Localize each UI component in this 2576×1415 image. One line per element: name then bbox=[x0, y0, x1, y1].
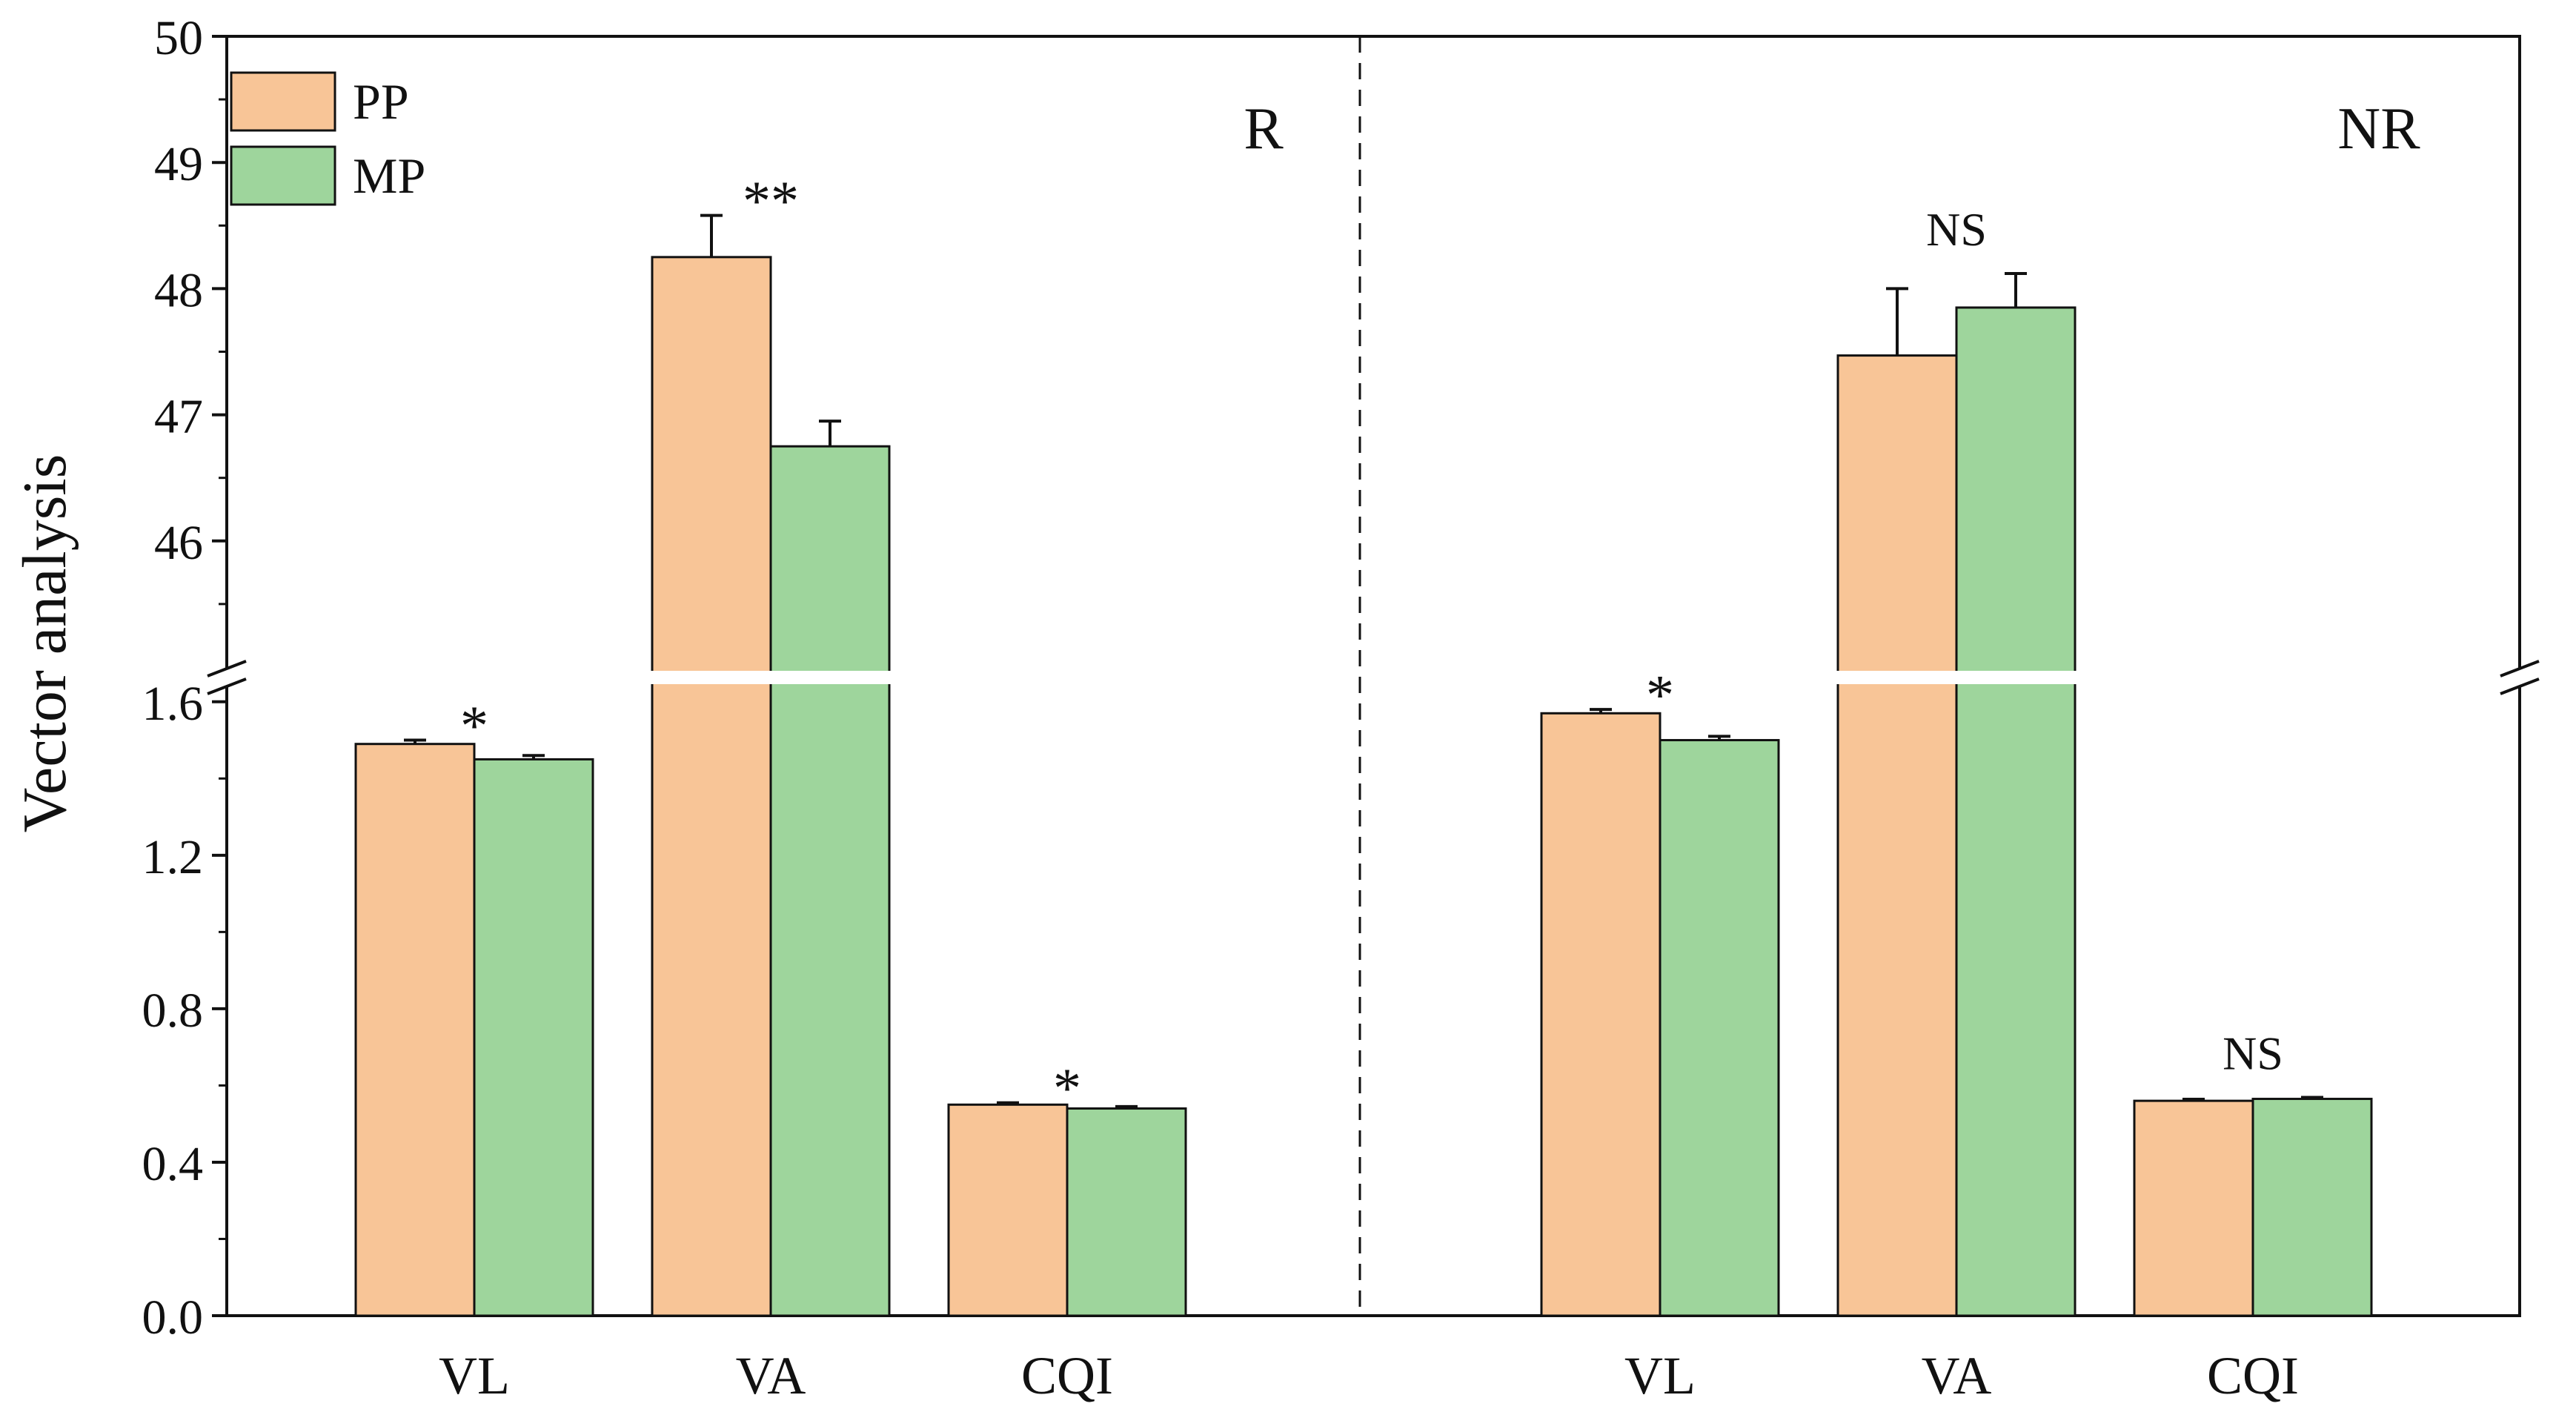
mp-bar bbox=[473, 758, 594, 1317]
pp-bar bbox=[947, 1103, 1069, 1317]
y-tick-label: 0.4 bbox=[142, 1137, 204, 1191]
y-tick-label: 50 bbox=[154, 11, 203, 65]
pp-bar bbox=[354, 743, 476, 1317]
y-tick-label: 47 bbox=[154, 390, 203, 444]
mp-bar bbox=[1955, 306, 2077, 1317]
x-category-label: CQI bbox=[1021, 1346, 1113, 1405]
axis-break-mark bbox=[207, 677, 247, 695]
significance-label: NS bbox=[2223, 1027, 2283, 1079]
axis-break-mark bbox=[2500, 660, 2540, 677]
legend-swatch-pp bbox=[230, 71, 336, 132]
y-tick-label: 0.0 bbox=[142, 1290, 204, 1345]
plot-area: 0.0 0.4 0.8 1.2 1.6 46 47 48 49 50 * VL ** VA * CQI R * VL… bbox=[142, 11, 2540, 1405]
significance-label: NS bbox=[1926, 203, 1987, 256]
significance-label: * bbox=[460, 695, 488, 758]
significance-label: * bbox=[1053, 1058, 1081, 1120]
x-category-label: VL bbox=[1624, 1346, 1696, 1405]
mp-bar bbox=[1659, 739, 1780, 1317]
significance-label: * bbox=[1646, 664, 1674, 726]
x-category-label: VA bbox=[736, 1346, 806, 1405]
pp-bar bbox=[651, 256, 772, 1317]
pp-bar bbox=[1540, 712, 1662, 1317]
panel-label-nr: NR bbox=[2337, 96, 2420, 162]
axis-break-mark bbox=[207, 660, 247, 677]
pp-bar bbox=[1836, 354, 1958, 1317]
legend-swatch-mp bbox=[230, 145, 336, 206]
panel-label-r: R bbox=[1244, 96, 1284, 162]
mp-bar bbox=[1066, 1107, 1187, 1317]
y-axis-label: Vector analysis bbox=[10, 454, 79, 833]
y-tick-label: 1.2 bbox=[142, 830, 204, 884]
y-tick-label: 48 bbox=[154, 263, 203, 317]
pp-bar bbox=[2133, 1099, 2254, 1317]
y-tick-label: 1.6 bbox=[142, 677, 204, 731]
mp-bar bbox=[769, 445, 891, 1317]
mp-bar bbox=[2251, 1098, 2373, 1317]
y-tick-label: 46 bbox=[154, 516, 203, 570]
y-tick-label: 49 bbox=[154, 137, 203, 191]
legend-label-pp: PP bbox=[353, 73, 409, 130]
legend-label-mp: MP bbox=[353, 148, 425, 204]
x-category-label: CQI bbox=[2207, 1346, 2299, 1405]
y-tick-label: 0.8 bbox=[142, 984, 204, 1038]
x-category-label: VL bbox=[439, 1346, 510, 1405]
x-category-label: VA bbox=[1922, 1346, 1992, 1405]
significance-label: ** bbox=[743, 170, 799, 233]
axis-break-mark bbox=[2500, 677, 2540, 695]
axis-break-gap bbox=[1833, 671, 2079, 684]
axis-break-gap bbox=[648, 671, 894, 684]
